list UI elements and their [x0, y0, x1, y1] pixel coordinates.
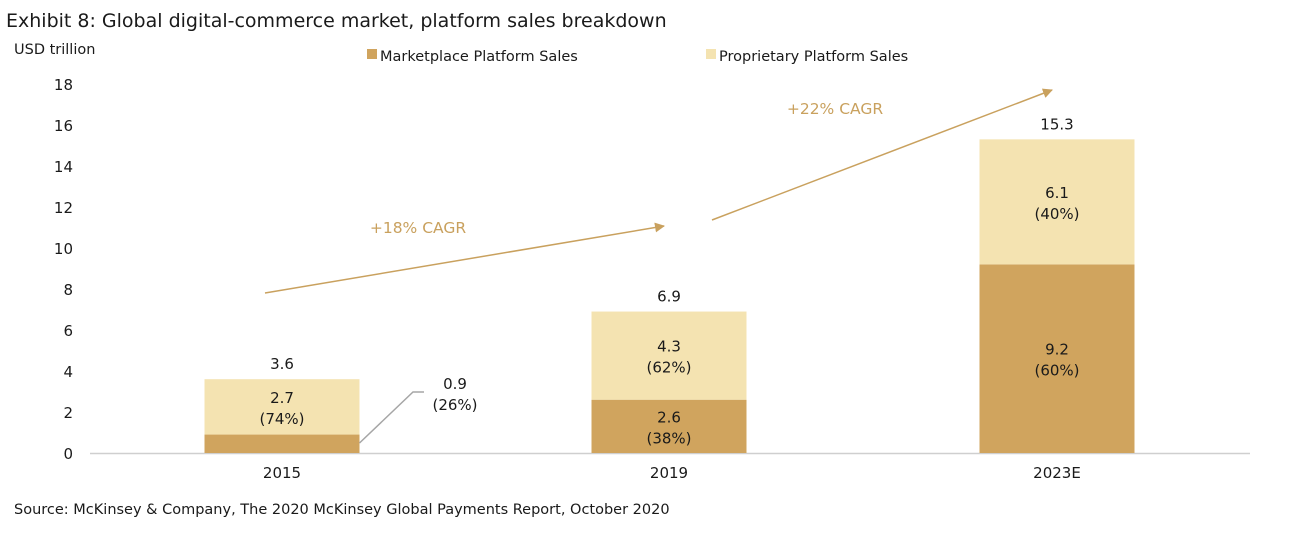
data-label-share: (38%)	[646, 429, 691, 447]
total-label: 15.3	[1040, 115, 1073, 133]
data-label-value: 2.6	[657, 408, 681, 426]
x-tick-label: 2019	[650, 464, 688, 482]
y-tick-label: 6	[63, 322, 73, 340]
data-label-share: (62%)	[646, 359, 691, 377]
y-tick-label: 14	[54, 158, 73, 176]
data-label-share: (26%)	[432, 396, 477, 414]
data-label-value: 9.2	[1045, 341, 1069, 359]
chart-title: Exhibit 8: Global digital-commerce marke…	[6, 10, 667, 32]
bar-marketplace-2023E	[979, 264, 1135, 453]
x-tick-label: 2023E	[1033, 464, 1081, 482]
legend-label-proprietary: Proprietary Platform Sales	[719, 49, 908, 65]
data-label-value: 4.3	[657, 338, 681, 356]
data-label-value: 2.7	[270, 389, 294, 407]
cagr-arrow	[264, 222, 665, 294]
legend-label-marketplace: Marketplace Platform Sales	[380, 49, 578, 65]
data-label-value: 6.1	[1045, 184, 1069, 202]
total-label: 3.6	[270, 355, 294, 373]
bar-marketplace-2015	[204, 434, 360, 453]
total-label: 6.9	[657, 288, 681, 306]
callout-line	[358, 391, 424, 444]
y-tick-label: 0	[63, 445, 73, 463]
y-tick-label: 2	[63, 404, 73, 422]
cagr-label: +22% CAGR	[787, 100, 884, 118]
source-note: Source: McKinsey & Company, The 2020 McK…	[14, 502, 670, 518]
legend-swatch-marketplace	[367, 49, 377, 59]
bar-marketplace-2019	[591, 399, 747, 453]
data-label-share: (74%)	[259, 410, 304, 428]
legend: Marketplace Platform Sales Proprietary P…	[367, 49, 908, 65]
cagr-label: +18% CAGR	[370, 219, 467, 237]
y-tick-label: 16	[54, 117, 73, 135]
cagr-arrow	[711, 88, 1053, 221]
y-tick-label: 12	[54, 199, 73, 217]
data-label-share: (40%)	[1034, 205, 1079, 223]
y-tick-label: 18	[54, 76, 73, 94]
y-tick-label: 8	[63, 281, 73, 299]
bar-proprietary-2019	[591, 311, 747, 400]
x-tick-label: 2015	[263, 464, 301, 482]
y-tick-label: 4	[63, 363, 73, 381]
bar-proprietary-2023E	[979, 139, 1135, 265]
legend-swatch-proprietary	[706, 49, 716, 59]
y-tick-label: 10	[54, 240, 73, 258]
data-label-value: 0.9	[443, 375, 467, 393]
y-axis-label: USD trillion	[14, 42, 95, 58]
data-label-share: (60%)	[1034, 362, 1079, 380]
bar-proprietary-2015	[204, 379, 360, 435]
